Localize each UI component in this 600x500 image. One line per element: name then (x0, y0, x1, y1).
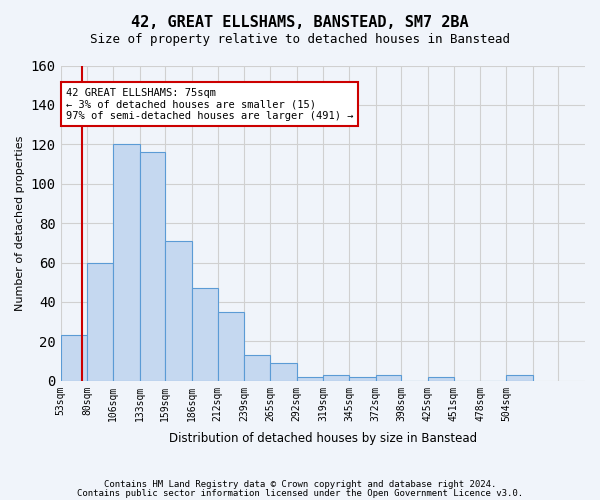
Text: 42 GREAT ELLSHAMS: 75sqm
← 3% of detached houses are smaller (15)
97% of semi-de: 42 GREAT ELLSHAMS: 75sqm ← 3% of detache… (66, 88, 353, 121)
X-axis label: Distribution of detached houses by size in Banstead: Distribution of detached houses by size … (169, 432, 477, 445)
Text: Contains HM Land Registry data © Crown copyright and database right 2024.: Contains HM Land Registry data © Crown c… (104, 480, 496, 489)
Bar (323, 375, 349, 381)
Bar (244, 355, 270, 381)
Bar (218, 312, 244, 381)
Bar (349, 377, 376, 381)
Bar (61, 336, 87, 381)
Bar (506, 375, 533, 381)
Bar (296, 377, 323, 381)
Y-axis label: Number of detached properties: Number of detached properties (15, 136, 25, 311)
Bar (140, 152, 165, 381)
Bar (192, 288, 218, 381)
Bar (376, 375, 401, 381)
Bar (270, 363, 296, 381)
Bar (165, 241, 192, 381)
Text: 42, GREAT ELLSHAMS, BANSTEAD, SM7 2BA: 42, GREAT ELLSHAMS, BANSTEAD, SM7 2BA (131, 15, 469, 30)
Text: Contains public sector information licensed under the Open Government Licence v3: Contains public sector information licen… (77, 489, 523, 498)
Bar (113, 144, 140, 381)
Bar (87, 262, 113, 381)
Bar (428, 377, 454, 381)
Text: Size of property relative to detached houses in Banstead: Size of property relative to detached ho… (90, 32, 510, 46)
